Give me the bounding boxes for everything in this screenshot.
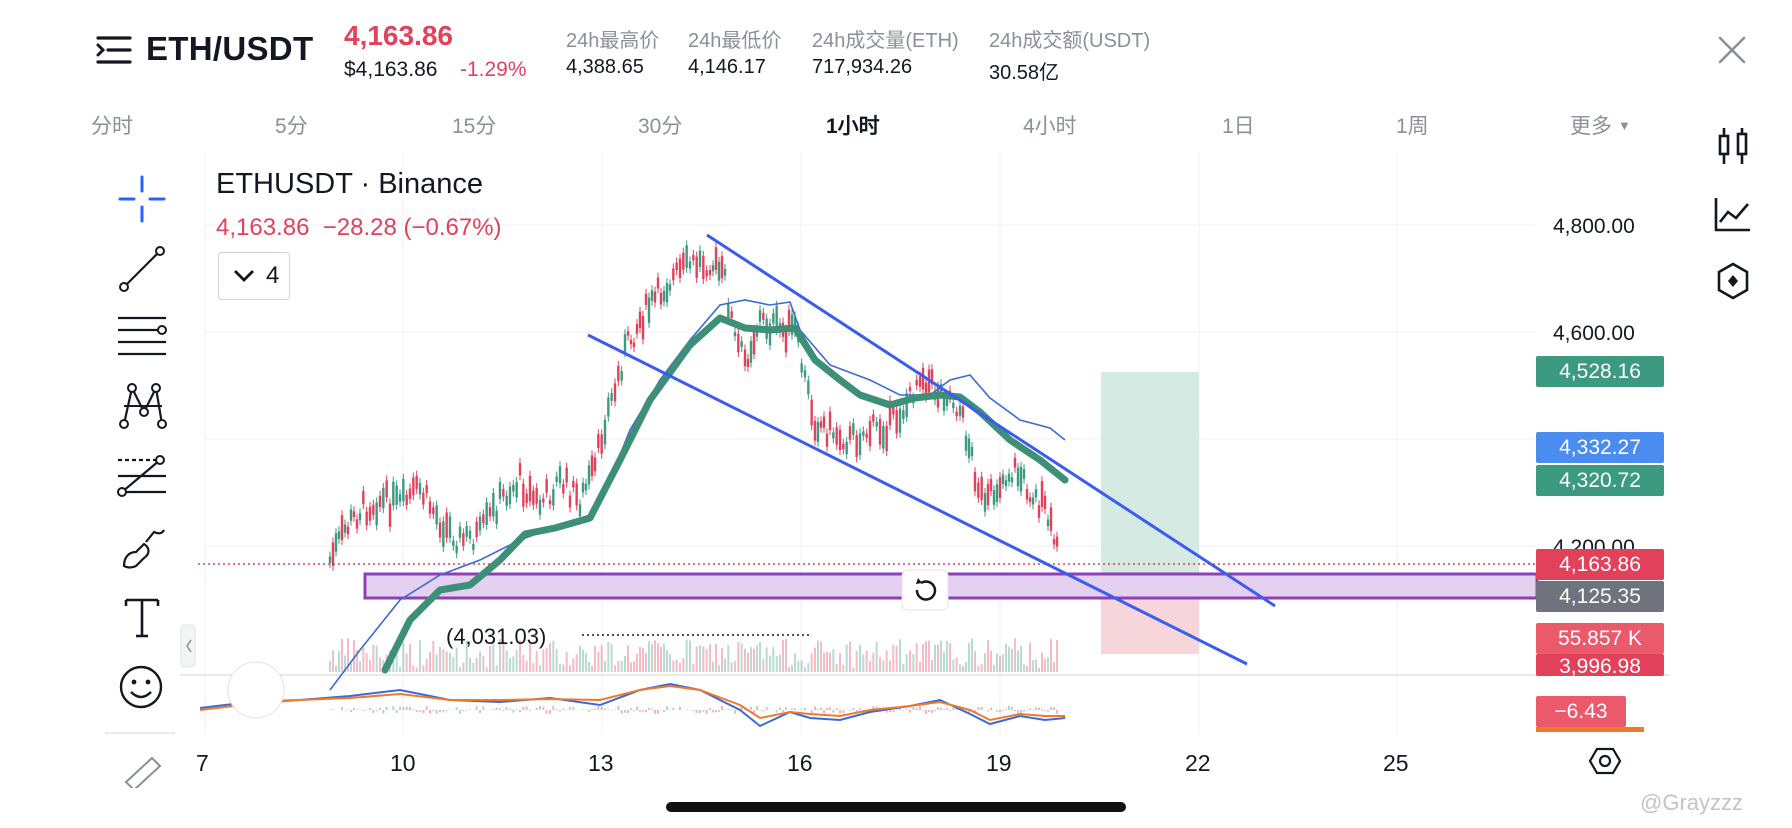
close-icon[interactable] [1716,34,1748,66]
support-zone [363,572,1539,600]
x-tick-label: 7 [196,750,209,776]
candlesticks [328,240,1059,571]
stat-label-high: 24h最高价 [566,30,660,52]
stat-value-low: 4,146.17 [688,56,766,78]
price-tag-ma-slow: 4,320.72 [1536,465,1664,496]
tab-more[interactable]: 更多 ▼ [1570,110,1631,140]
trading-pair[interactable]: ETH/USDT [146,30,314,67]
y-tick-label: 4,800.00 [1553,215,1635,238]
price-tag-target: 4,528.16 [1536,356,1664,387]
tab-1d[interactable]: 1日 [1222,115,1255,138]
tab-1h[interactable]: 1小时 [826,115,880,138]
indicator-toggle-button[interactable] [218,252,290,300]
price-tag-zone: 4,125.35 [1536,581,1664,612]
tab-5m[interactable]: 5分 [275,115,308,138]
indicators-icon[interactable] [1714,196,1752,234]
emoji-icon[interactable] [118,664,164,710]
x-tick-label: 10 [390,750,416,776]
x-tick-label: 13 [588,750,614,776]
price-change-percent: -1.29% [460,58,527,81]
brush-icon[interactable] [118,524,168,572]
stat-label-low: 24h最低价 [688,30,782,52]
chart-title: ETHUSDT · Binance [216,168,483,200]
macd-histogram [329,706,1058,714]
chart-settings-icon[interactable] [1588,746,1622,776]
stat-value-turnover: 30.58亿 [989,62,1060,84]
x-tick-label: 19 [986,750,1012,776]
price-tag-macd: −6.43 [1536,696,1626,727]
chart-quote: 4,163.86 −28.28 (−0.67%) [216,214,502,241]
price-usd: $4,163.86 [344,58,438,81]
stat-value-volume: 717,934.26 [812,56,913,78]
watermark: @Grayzzz [1640,790,1744,815]
tab-4h[interactable]: 4小时 [1023,115,1077,138]
tab-more-label: 更多 [1570,115,1612,138]
tab-15m[interactable]: 15分 [452,115,497,138]
volume-bars [329,638,1058,672]
candlestick-icon[interactable] [1716,126,1750,166]
stat-label-turnover: 24h成交额(USDT) [989,30,1151,52]
moving-average-fast [329,299,1066,691]
x-tick-label: 22 [1185,750,1211,776]
channel-lower-line [587,333,1248,666]
settings-hex-icon[interactable] [1716,262,1750,300]
crosshair-icon[interactable] [118,175,166,223]
macd-line [199,682,1066,728]
x-tick-label: 16 [787,750,813,776]
indicator-count: 4 [266,262,280,289]
macd-signal-line [199,684,1065,722]
reset-chart-button[interactable] [901,569,949,611]
fib-tool-icon[interactable] [116,452,168,500]
last-price: 4,163.86 [344,20,453,51]
price-tag-current: 4,163.86 [1536,549,1664,580]
caret-down-icon: ▼ [1618,118,1631,133]
tab-30m[interactable]: 30分 [638,115,683,138]
x-tick-label: 25 [1383,750,1409,776]
ruler-icon[interactable] [122,752,166,788]
menu-icon[interactable] [96,32,132,68]
low-price-marker: (4,031.03) [446,624,547,649]
trend-line-icon[interactable] [118,245,166,293]
moving-average-slow [381,314,1069,674]
channel-upper-line [706,233,1276,608]
pattern-tool-icon[interactable] [118,382,168,430]
text-tool-icon[interactable] [122,596,162,638]
home-indicator [666,802,1126,812]
price-tag-stop: 3,996.98 [1536,654,1664,676]
stat-label-volume: 24h成交量(ETH) [812,30,959,52]
stat-value-high: 4,388.65 [566,56,644,78]
collapse-toolbar-handle[interactable] [180,624,196,668]
y-tick-label: 4,600.00 [1553,322,1635,345]
price-tag-volume: 55.857 K [1536,623,1664,654]
chevron-down-icon [234,270,254,282]
price-axis: 4,800.004,600.004,400.004,200.00 [1553,215,1635,559]
tab-1w[interactable]: 1周 [1396,115,1429,138]
tab-timeline[interactable]: 分时 [91,115,133,138]
horizontal-lines-icon[interactable] [116,312,168,360]
price-tag-ma-fast: 4,332.27 [1536,432,1664,463]
long-position-profit-zone [1101,372,1199,582]
